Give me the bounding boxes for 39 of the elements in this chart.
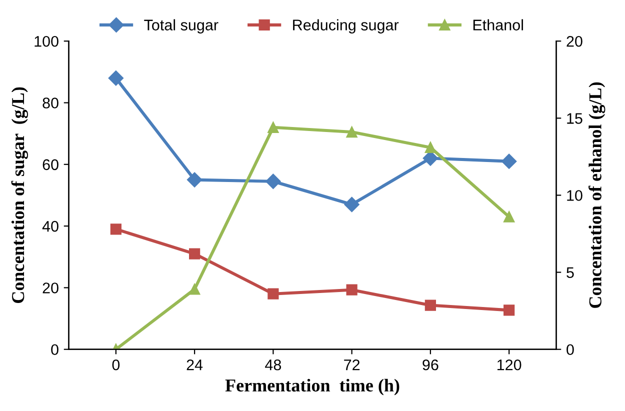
point [268,122,279,133]
point [186,172,202,188]
y-tick-label: 40 [42,220,58,232]
y-tick-label: 20 [42,282,58,294]
legend-label: Ethanol [473,19,523,30]
point [110,224,122,235]
y-tick-label: 60 [42,159,58,170]
y2-axis-title: Concentation of ethanol (g/L) [588,82,606,308]
point [189,248,200,260]
point [346,284,358,296]
y2-tick-label: 5 [566,267,574,278]
point [424,142,436,153]
x-tick-label: 0 [112,359,120,370]
x-tick-label: 48 [265,359,282,370]
y-tick-label: 100 [34,36,58,47]
y-tick-label: 80 [42,98,58,108]
point [502,154,517,169]
legend-label: Total sugar [144,19,218,34]
y2-tick-label: 15 [567,113,582,124]
x-tick-label: 72 [344,359,360,370]
y2-tick-label: 0 [566,344,574,356]
point [266,174,281,189]
point [268,288,279,300]
x-axis-title: Fermentation time (h) [225,378,400,396]
point [504,304,515,316]
point [424,300,436,311]
point [504,211,515,222]
point [346,126,358,138]
y-axis-title: Concentation of sugar (g/L) [11,87,28,304]
y2-tick-label: 20 [566,36,582,47]
legend-label: Reducing sugar [293,19,399,34]
x-tick-label: 120 [497,359,522,370]
point [189,284,200,295]
y-tick-label: 0 [51,344,58,356]
point [108,70,124,86]
point [344,196,360,212]
x-tick-label: 96 [422,359,438,370]
y2-tick-label: 10 [567,190,582,201]
x-tick-label: 24 [186,359,203,370]
